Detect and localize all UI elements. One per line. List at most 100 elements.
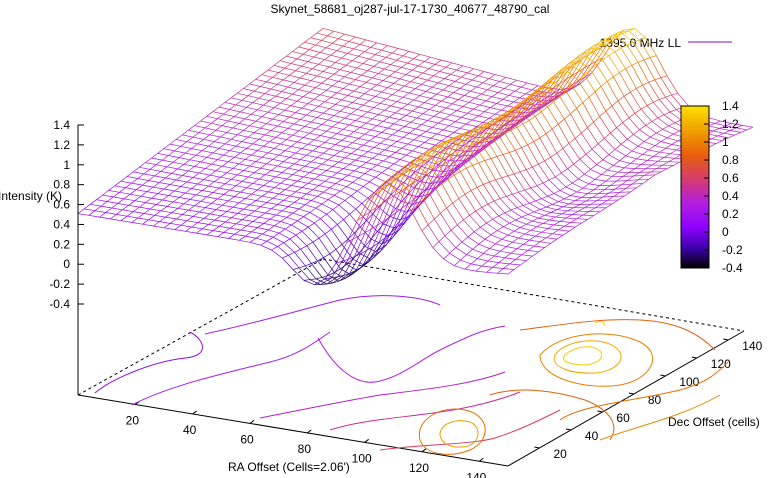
surface-line bbox=[315, 203, 323, 209]
surface-line bbox=[465, 83, 477, 88]
surface-line bbox=[309, 87, 316, 93]
surface-line bbox=[257, 189, 269, 193]
surface-line bbox=[315, 87, 327, 91]
surface-line bbox=[448, 81, 456, 86]
surface-line bbox=[172, 197, 180, 203]
surface-line bbox=[229, 185, 237, 191]
surface-line bbox=[180, 224, 192, 228]
surface-line bbox=[550, 73, 557, 79]
surface-line bbox=[258, 139, 270, 143]
surface-line bbox=[331, 229, 343, 245]
surface-line bbox=[186, 136, 194, 142]
surface-line bbox=[228, 157, 235, 162]
surface-line bbox=[223, 232, 235, 235]
surface-line bbox=[660, 75, 668, 79]
surface-line bbox=[113, 196, 125, 200]
surface-line bbox=[390, 194, 402, 202]
surface-line bbox=[433, 143, 441, 148]
surface-line bbox=[105, 212, 117, 215]
surface-line bbox=[425, 91, 437, 95]
surface-line bbox=[380, 142, 391, 147]
surface-line bbox=[137, 213, 145, 219]
surface-line bbox=[379, 102, 391, 107]
surface-line bbox=[202, 190, 214, 193]
surface-line bbox=[435, 151, 442, 156]
z-tick-label: 0.6 bbox=[53, 198, 70, 212]
surface-line bbox=[486, 139, 498, 157]
surface-line bbox=[400, 187, 407, 194]
surface-line bbox=[169, 143, 181, 147]
surface-line bbox=[247, 90, 255, 96]
surface-line bbox=[389, 112, 396, 118]
surface-line bbox=[416, 77, 428, 81]
surface-line bbox=[442, 125, 450, 131]
surface-line bbox=[264, 93, 276, 97]
surface-line bbox=[232, 163, 240, 169]
surface-line bbox=[301, 65, 313, 70]
surface-line bbox=[162, 159, 174, 163]
surface-line bbox=[203, 138, 215, 142]
surface-line bbox=[286, 93, 293, 99]
surface-line bbox=[303, 91, 310, 97]
surface-line bbox=[344, 200, 357, 210]
surface-line bbox=[197, 139, 204, 145]
surface-line bbox=[255, 195, 263, 201]
surface-line bbox=[539, 84, 547, 91]
surface-line bbox=[562, 143, 570, 149]
surface-line bbox=[303, 176, 315, 180]
surface-line bbox=[243, 125, 250, 131]
surface-line bbox=[312, 189, 324, 193]
surface-line bbox=[543, 223, 554, 226]
surface-line bbox=[332, 204, 340, 210]
surface-line bbox=[146, 191, 158, 194]
surface-line bbox=[470, 258, 478, 265]
surface-line bbox=[363, 258, 370, 266]
surface-line bbox=[361, 262, 369, 268]
surface-line bbox=[455, 117, 462, 122]
surface-line bbox=[504, 257, 516, 260]
surface-line bbox=[387, 195, 395, 200]
surface-line bbox=[352, 177, 360, 183]
surface-line bbox=[293, 82, 305, 86]
surface-line bbox=[151, 153, 158, 159]
surface-line bbox=[408, 88, 416, 94]
surface-line bbox=[357, 186, 364, 192]
surface-line bbox=[100, 205, 112, 209]
surface-line bbox=[300, 159, 312, 163]
surface-line bbox=[594, 38, 606, 52]
surface-line bbox=[321, 78, 329, 84]
surface-line bbox=[551, 128, 564, 149]
surface-line bbox=[653, 155, 665, 158]
surface-line bbox=[312, 150, 324, 154]
surface-line bbox=[498, 132, 505, 136]
colorbar-tick-label: 0.4 bbox=[722, 189, 739, 203]
surface-line bbox=[268, 187, 275, 193]
surface-line bbox=[496, 154, 504, 157]
surface-line bbox=[479, 141, 492, 159]
surface-line bbox=[475, 210, 487, 224]
surface-line bbox=[551, 123, 559, 130]
surface-line bbox=[410, 117, 418, 123]
surface-line bbox=[403, 162, 410, 168]
surface-line bbox=[252, 97, 260, 103]
surface-line bbox=[241, 136, 249, 142]
surface-line bbox=[211, 159, 218, 165]
surface-line bbox=[573, 66, 585, 75]
surface-line bbox=[383, 160, 395, 165]
surface-line bbox=[288, 206, 300, 210]
surface-line bbox=[504, 252, 512, 259]
surface-line bbox=[525, 89, 533, 95]
surface-line bbox=[666, 133, 674, 139]
surface-line bbox=[571, 79, 579, 86]
surface-line bbox=[456, 161, 464, 167]
surface-line bbox=[381, 127, 388, 133]
surface-line bbox=[431, 82, 439, 88]
surface-line bbox=[562, 66, 574, 69]
surface-line bbox=[363, 211, 370, 217]
surface-line bbox=[417, 161, 424, 166]
surface-line bbox=[438, 82, 450, 87]
surface-line bbox=[633, 42, 645, 60]
surface-line bbox=[292, 174, 304, 178]
surface-line bbox=[539, 103, 546, 108]
surface-line bbox=[656, 164, 663, 170]
